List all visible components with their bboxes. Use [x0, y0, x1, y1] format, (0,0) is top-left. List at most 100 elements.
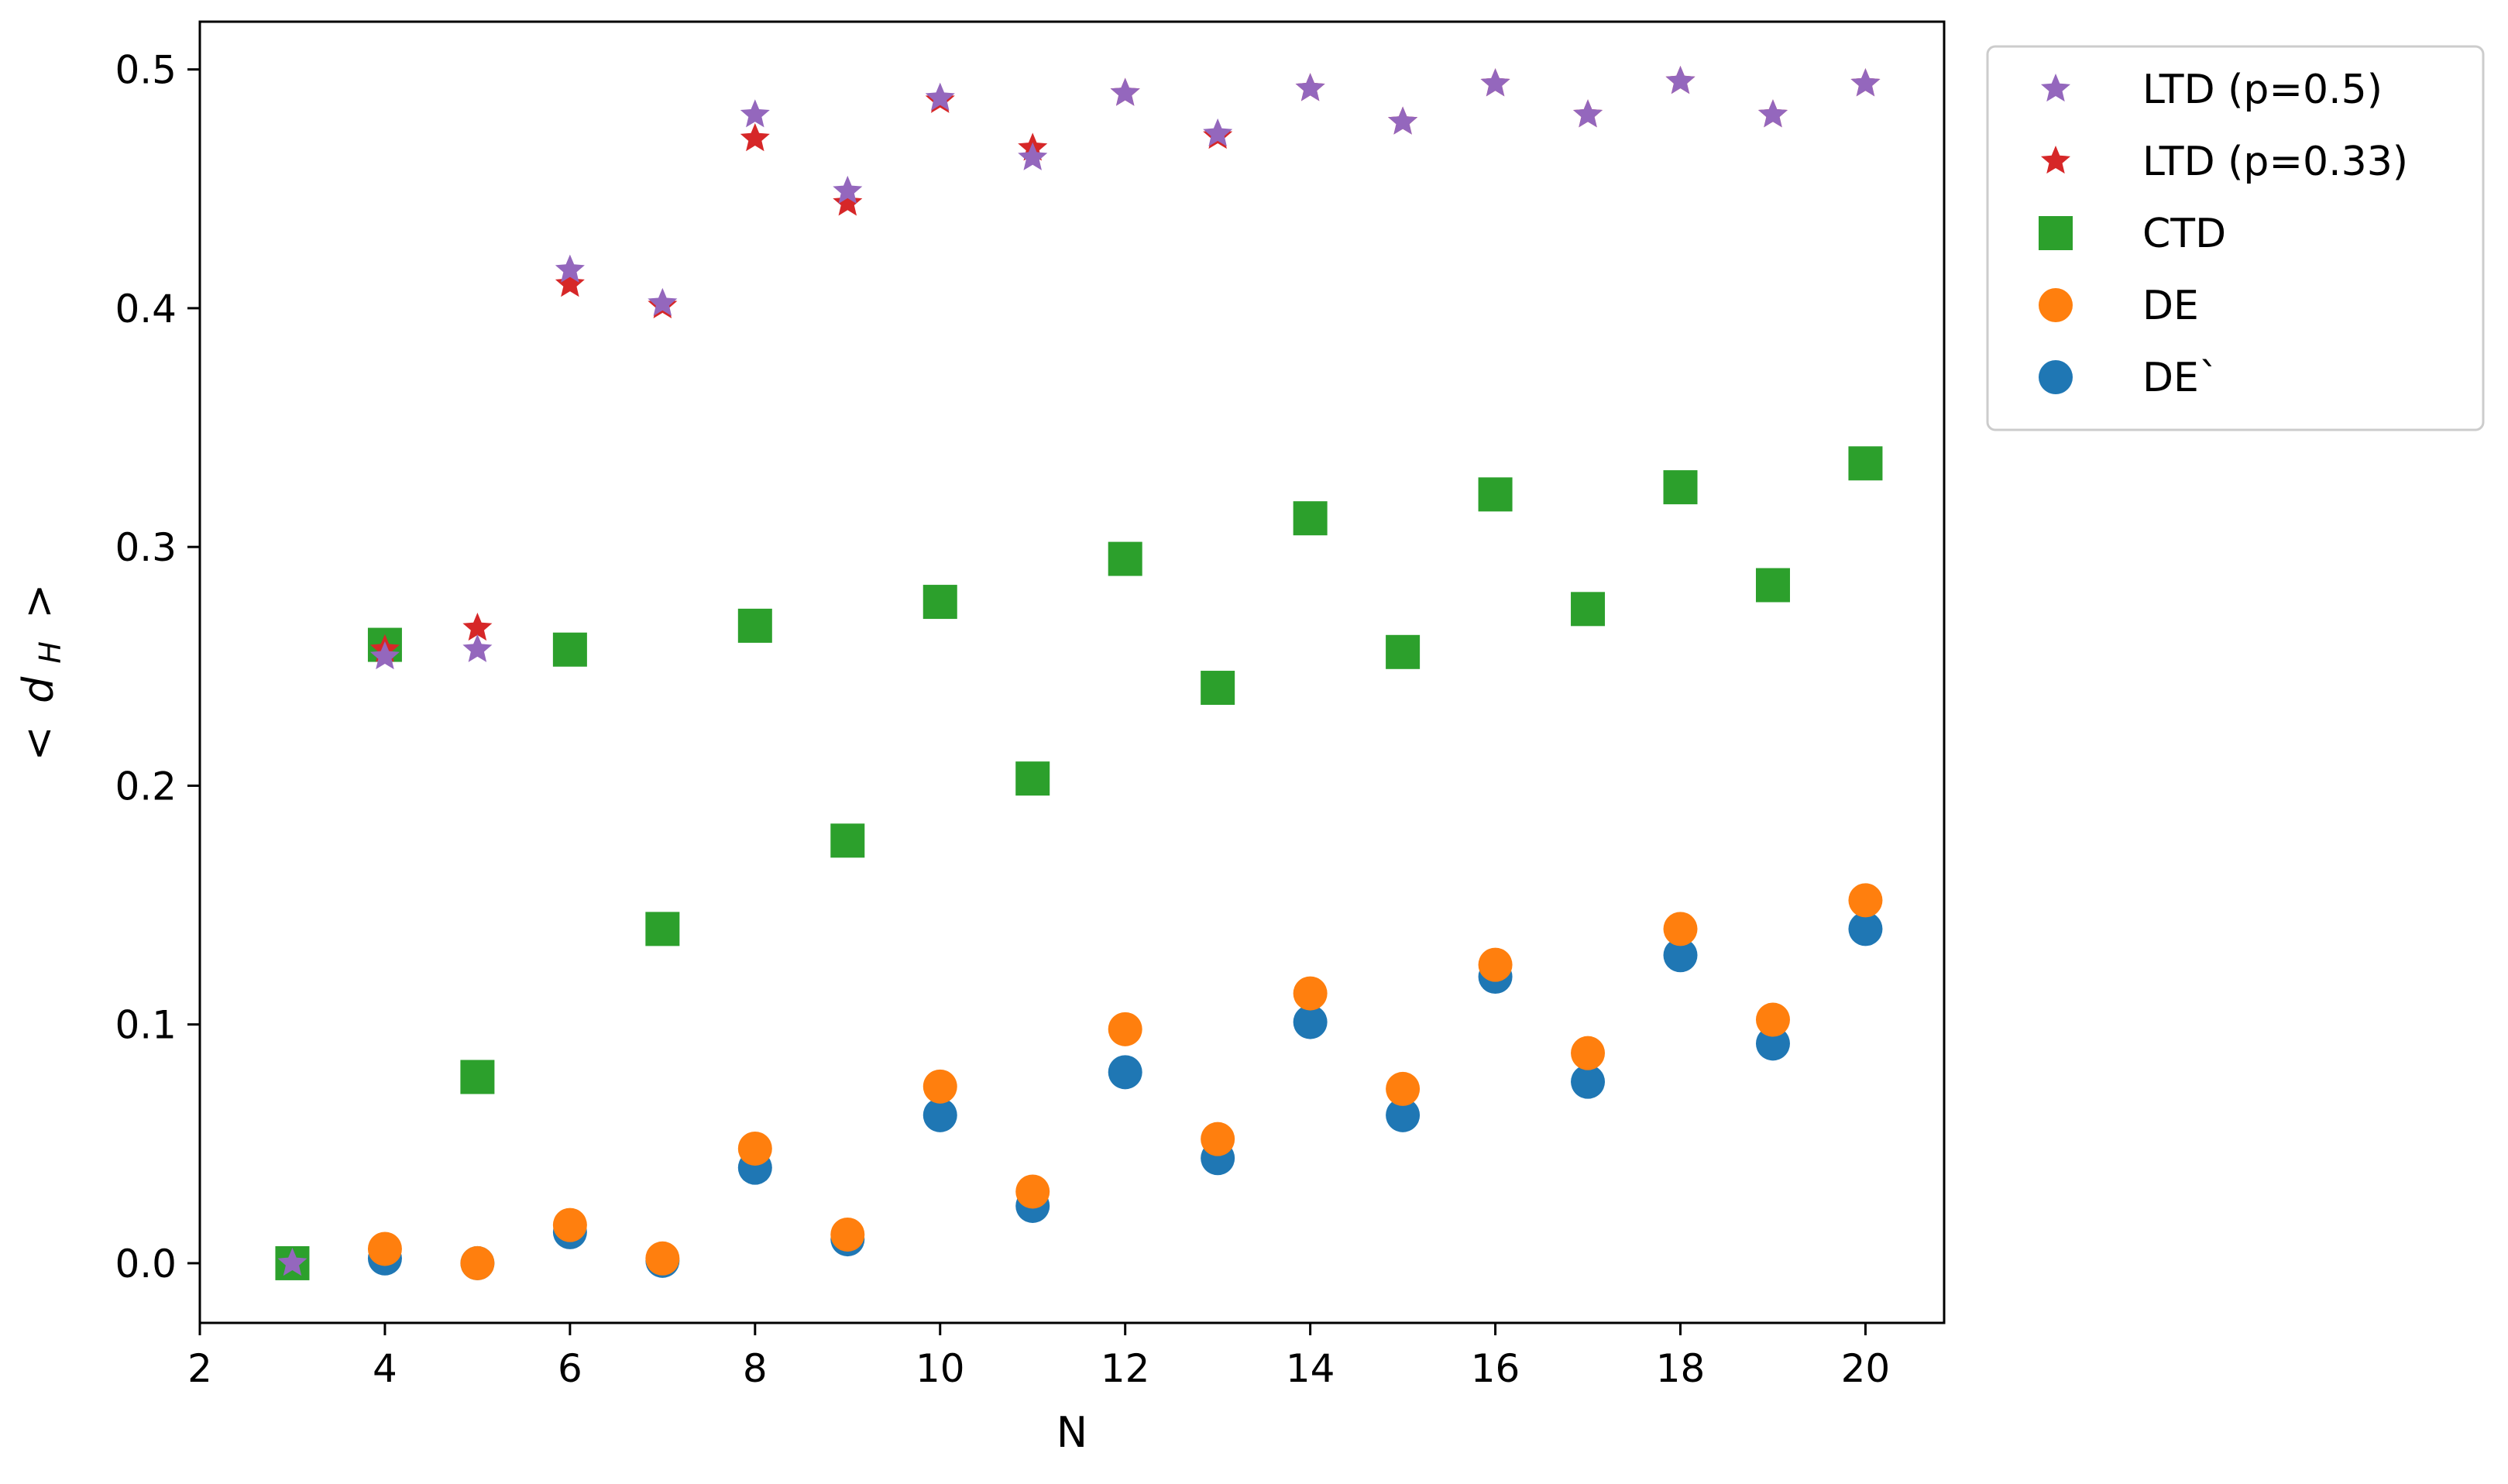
data-point	[925, 82, 955, 111]
data-point	[1478, 477, 1513, 512]
legend-marker	[2039, 216, 2073, 250]
legend-label: DE`	[2142, 355, 2219, 401]
data-point	[1293, 1005, 1328, 1039]
x-tick-label: 10	[916, 1346, 965, 1391]
legend-label: DE	[2142, 283, 2199, 329]
y-tick-label: 0.3	[115, 525, 177, 570]
data-point	[737, 1131, 772, 1166]
data-point	[552, 632, 587, 667]
legend-marker	[2040, 74, 2071, 102]
data-point	[922, 1098, 957, 1132]
legend-label: LTD (p=0.33)	[2142, 139, 2408, 185]
data-point	[1663, 470, 1698, 505]
legend-box	[1986, 45, 2485, 431]
data-point	[1108, 541, 1142, 576]
y-axis-title-var: d	[14, 676, 63, 703]
data-point	[367, 1232, 402, 1266]
series-ltd-p-0-5-	[277, 66, 1881, 1276]
data-point	[740, 99, 770, 128]
x-tick-label: 12	[1101, 1346, 1150, 1391]
x-axis-title: N	[1056, 1408, 1087, 1457]
data-point	[830, 823, 865, 858]
data-point	[1203, 118, 1233, 147]
data-point	[1665, 66, 1695, 94]
data-point	[1571, 1036, 1606, 1070]
y-axis-title-right: >	[14, 584, 63, 619]
data-point	[1573, 99, 1603, 128]
data-point	[1110, 77, 1140, 106]
data-point	[1478, 947, 1513, 982]
data-point	[645, 1241, 680, 1276]
x-tick-label: 16	[1471, 1346, 1520, 1391]
x-tick-label: 2	[187, 1346, 212, 1391]
data-point	[648, 287, 678, 316]
data-point	[1295, 73, 1325, 101]
data-point	[737, 608, 772, 643]
legend-marker	[2040, 146, 2071, 174]
data-point	[555, 269, 585, 297]
legend-marker	[2039, 360, 2073, 394]
data-point	[1293, 501, 1328, 536]
data-point	[460, 1245, 495, 1280]
data-point	[1293, 976, 1328, 1011]
y-axis: 0.0 0.1 0.2 0.3 0.4 0.5	[115, 48, 200, 1286]
data-point	[1848, 912, 1883, 946]
x-axis: 2 4 6 8 10 12 14 16 18 20	[187, 1323, 1890, 1391]
data-point	[645, 912, 680, 946]
data-point	[1755, 1002, 1790, 1037]
x-tick-label: 20	[1841, 1346, 1891, 1391]
plot-area	[275, 66, 1883, 1280]
data-point	[1757, 99, 1788, 128]
y-tick-label: 0.1	[115, 1003, 177, 1048]
legend-item: LTD (p=0.33)	[2040, 139, 2408, 185]
data-point	[1663, 938, 1698, 973]
data-point	[1108, 1055, 1142, 1090]
data-point	[462, 634, 493, 662]
y-tick-label: 0.2	[115, 764, 177, 809]
data-point	[922, 585, 957, 620]
data-point	[1663, 912, 1698, 946]
data-point	[460, 1060, 495, 1094]
y-axis-title-left: <	[14, 726, 63, 761]
legend-label: LTD (p=0.5)	[2142, 67, 2383, 113]
data-point	[1386, 634, 1421, 669]
y-axis-title: < d H >	[14, 584, 70, 761]
data-point	[1386, 1098, 1421, 1132]
legend-item: CTD	[2039, 211, 2226, 257]
legend-item: DE`	[2039, 355, 2219, 401]
series-de	[367, 883, 1883, 1280]
data-point	[1755, 1026, 1790, 1061]
data-point	[277, 1247, 307, 1276]
data-point	[462, 612, 493, 641]
data-point	[1201, 671, 1235, 706]
data-point	[1848, 883, 1883, 918]
x-tick-label: 8	[743, 1346, 768, 1391]
data-point	[833, 187, 863, 216]
y-tick-label: 0.0	[115, 1242, 177, 1286]
series-ctd	[275, 446, 1883, 1280]
data-point	[740, 123, 770, 152]
legend: LTD (p=0.5) LTD (p=0.33) CTD DE DE`	[1986, 45, 2485, 431]
data-point	[1848, 446, 1883, 481]
legend-label: CTD	[2142, 211, 2226, 257]
y-tick-label: 0.4	[115, 287, 177, 331]
data-point	[1108, 1012, 1142, 1046]
x-tick-label: 6	[558, 1346, 582, 1391]
data-point	[1850, 68, 1881, 97]
legend-marker	[2039, 288, 2073, 322]
data-point	[1386, 1071, 1421, 1106]
data-point	[1201, 1122, 1235, 1156]
data-point	[833, 175, 863, 204]
data-point	[1480, 68, 1510, 97]
data-point	[922, 1069, 957, 1104]
x-tick-label: 4	[373, 1346, 397, 1391]
x-tick-label: 18	[1656, 1346, 1706, 1391]
y-axis-title-sub: H	[33, 641, 67, 664]
data-point	[1018, 142, 1048, 170]
y-tick-label: 0.5	[115, 48, 177, 93]
data-point	[1571, 1064, 1606, 1099]
data-point	[1388, 106, 1418, 135]
data-point	[1755, 568, 1790, 603]
data-point	[1015, 1174, 1050, 1209]
